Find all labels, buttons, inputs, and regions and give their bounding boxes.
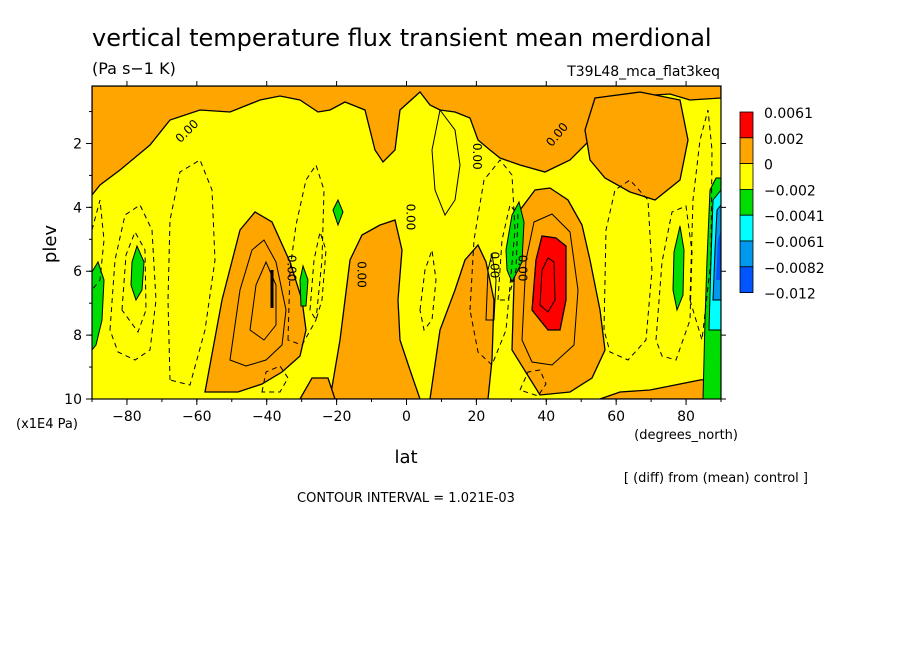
y-axis-label: plev [40, 225, 61, 264]
x-tick-label: 60 [607, 409, 625, 425]
contour-label: 0.00 [487, 251, 501, 278]
region-neg-left-edge [92, 260, 105, 351]
contour-red-inner [539, 257, 556, 313]
x-tick-label: 80 [677, 409, 695, 425]
y-tick-label: 10 [64, 392, 82, 408]
region-neg-northern-2 [672, 225, 685, 312]
legend-level-label: −0.0082 [764, 261, 825, 277]
legend-swatch [739, 111, 754, 139]
y-axis: 2 4 6 8 10 [64, 111, 726, 408]
region-positive-right-cap [584, 91, 689, 201]
region-positive-equatorial [329, 219, 421, 399]
y-tick-label: 6 [73, 264, 82, 280]
region-neg-northern-1 [505, 200, 525, 284]
contour-label: 0.00 [404, 204, 418, 231]
positive-contours [229, 108, 579, 367]
legend-swatch [739, 188, 754, 216]
legend-level-label: 0.0061 [764, 106, 813, 122]
contour-interval-label: CONTOUR INTERVAL = 1.021E-03 [297, 491, 515, 506]
region-neg-polar-darkblue [716, 230, 721, 280]
legend-swatch [739, 214, 754, 242]
region-max-red [531, 235, 567, 331]
region-positive-northern [429, 243, 495, 399]
contour-label: 0.00 [515, 255, 529, 282]
chart-units: (Pa s−1 K) [92, 59, 176, 78]
contour-label: 0.00 [355, 261, 369, 288]
legend-level-label: −0.002 [764, 183, 816, 199]
negative-contours [92, 109, 713, 397]
legend-swatch [739, 163, 754, 190]
contour-label: 0.00 [285, 255, 299, 282]
x-axis: −80 −60 −40 −20 0 20 40 60 80 [91, 81, 722, 425]
region-neg-midlat-small [332, 198, 344, 227]
x-tick-label: 20 [467, 409, 485, 425]
y-axis-units: (x1E4 Pa) [16, 417, 78, 432]
x-tick-label: −60 [182, 409, 212, 425]
y-tick-label: 8 [73, 328, 82, 344]
legend-swatch [739, 266, 754, 293]
plot-area: 0.000.000.000.000.00 0.00 0.00 0.00 [92, 86, 721, 399]
chart-title: vertical temperature flux transient mean… [92, 24, 712, 52]
legend-swatch [739, 240, 754, 268]
region-neg-southern-1 [130, 244, 145, 302]
y-tick-label: 4 [73, 200, 82, 216]
x-tick-label: 40 [537, 409, 555, 425]
x-tick-label: −20 [322, 409, 352, 425]
region-positive-bottom-right [599, 377, 721, 399]
legend-level-label: −0.012 [764, 287, 816, 303]
x-axis-units: (degrees_north) [634, 428, 738, 443]
region-positive-bottom-mid [299, 377, 336, 399]
legend-level-label: 0.002 [764, 132, 804, 148]
experiment-label: T39L48_mca_flat3keq [566, 64, 720, 80]
legend-level-label: −0.0041 [764, 209, 825, 225]
x-tick-label: −40 [252, 409, 282, 425]
contour-label: 0.00 [470, 143, 484, 170]
x-axis-label: lat [394, 447, 417, 468]
x-tick-label: 0 [402, 409, 411, 425]
color-legend: 0.0061 0.002 0 −0.002 −0.0041 −0.0061 −0.0082 −… [739, 106, 825, 303]
legend-level-label: 0 [764, 158, 773, 174]
x-tick-label: −80 [112, 409, 142, 425]
footer-diff-note: [ (diff) from (mean) control ] [624, 471, 808, 486]
legend-swatch [739, 137, 754, 165]
y-tick-label: 2 [73, 136, 82, 152]
legend-level-label: −0.0061 [764, 235, 825, 251]
region-neg-southern-2 [299, 264, 309, 307]
